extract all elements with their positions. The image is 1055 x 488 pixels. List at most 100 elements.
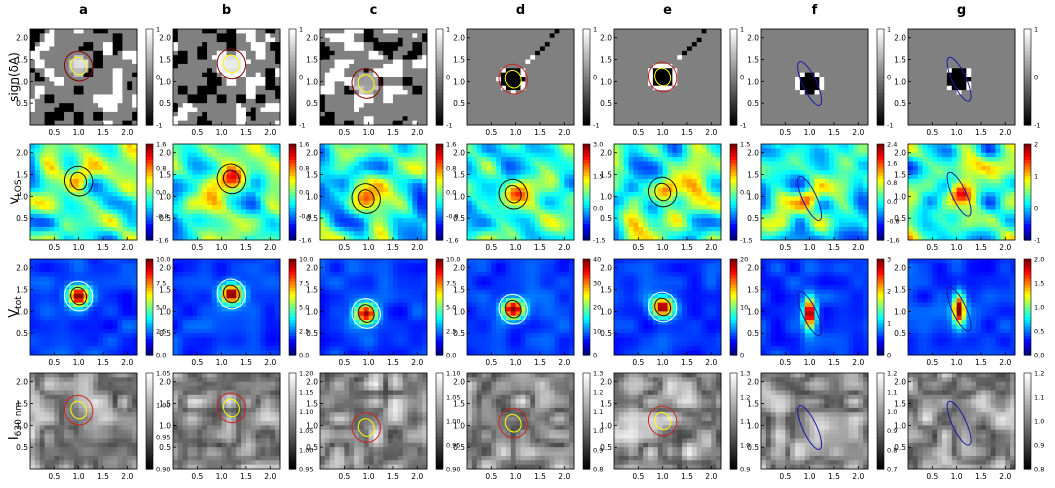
heatmap-cell	[467, 81, 472, 86]
heatmap-cell	[412, 60, 417, 65]
heatmap-cell	[564, 116, 569, 121]
heatmap-cell	[711, 60, 716, 65]
heatmap-cell	[320, 161, 325, 166]
heatmap-cell	[40, 108, 45, 113]
heatmap-cell	[108, 64, 113, 69]
heatmap-cell	[108, 60, 113, 65]
heatmap-cell	[981, 103, 986, 108]
heatmap-cell	[981, 60, 986, 65]
colorbar-label: 1	[156, 26, 160, 34]
heatmap-cell	[711, 81, 716, 86]
heatmap-cell	[30, 29, 35, 34]
heatmap-cell	[45, 99, 50, 104]
heatmap-cell	[54, 218, 59, 223]
heatmap-cell	[74, 42, 79, 47]
heatmap-cell	[815, 51, 820, 56]
heatmap-cell	[653, 51, 658, 56]
heatmap-cell	[256, 201, 261, 206]
heatmap-cell	[45, 227, 50, 232]
heatmap-cell	[516, 29, 521, 34]
heatmap-cell	[183, 227, 188, 232]
heatmap-cell	[849, 86, 854, 91]
heatmap-cell	[629, 29, 634, 34]
heatmap-cell	[687, 68, 692, 73]
heatmap-cell	[349, 112, 354, 117]
heatmap-cell	[966, 68, 971, 73]
heatmap-cell	[918, 42, 923, 47]
heatmap-cell	[69, 112, 74, 117]
heatmap-cell	[378, 51, 383, 56]
heatmap-cell	[197, 196, 202, 201]
heatmap-cell	[84, 201, 89, 206]
heatmap-cell	[472, 94, 477, 99]
heatmap-cell	[88, 227, 93, 232]
y-tick-label: 1.5	[159, 56, 171, 65]
heatmap-cell	[178, 116, 183, 121]
heatmap-cell	[173, 201, 178, 206]
heatmap-cell	[344, 188, 349, 193]
heatmap-cell	[122, 38, 127, 43]
heatmap-cell	[251, 170, 256, 175]
heatmap-cell	[188, 116, 193, 121]
heatmap-cell	[93, 60, 98, 65]
heatmap-cell	[335, 112, 340, 117]
heatmap-cell	[633, 68, 638, 73]
heatmap-cell	[320, 205, 325, 210]
heatmap-cell	[93, 73, 98, 78]
heatmap-cell	[555, 51, 560, 56]
heatmap-cell	[800, 90, 805, 95]
heatmap-cell	[417, 77, 422, 82]
heatmap-cell	[49, 161, 54, 166]
heatmap-cell	[270, 108, 275, 113]
heatmap-cell	[486, 103, 491, 108]
heatmap-cell	[706, 42, 711, 47]
heatmap-cell	[761, 94, 766, 99]
heatmap-cell	[59, 46, 64, 51]
heatmap-cell	[127, 94, 132, 99]
heatmap-cell	[408, 64, 413, 69]
heatmap-cell	[624, 73, 629, 78]
heatmap-cell	[643, 103, 648, 108]
heatmap-cell	[844, 64, 849, 69]
heatmap-cell	[923, 77, 928, 82]
heatmap-cell	[122, 205, 127, 210]
heatmap-cell	[197, 86, 202, 91]
heatmap-cell	[702, 103, 707, 108]
heatmap-cell	[1000, 42, 1005, 47]
heatmap-cell	[178, 86, 183, 91]
heatmap-cell	[246, 209, 251, 214]
heatmap-cell	[849, 60, 854, 65]
heatmap-cell	[795, 86, 800, 91]
heatmap-cell	[40, 55, 45, 60]
heatmap-cell	[49, 29, 54, 34]
heatmap-cell	[403, 51, 408, 56]
heatmap-cell	[996, 55, 1001, 60]
heatmap-cell	[49, 214, 54, 219]
heatmap-cell	[1005, 112, 1010, 117]
heatmap-cell	[952, 68, 957, 73]
heatmap-cell	[819, 116, 824, 121]
heatmap-cell	[344, 192, 349, 197]
heatmap-cell	[947, 90, 952, 95]
heatmap-cell	[270, 144, 275, 149]
heatmap-cell	[113, 60, 118, 65]
heatmap-cell	[364, 86, 369, 91]
heatmap-cell	[325, 86, 330, 91]
heatmap-cell	[398, 55, 403, 60]
heatmap-cell	[265, 218, 270, 223]
heatmap-cell	[339, 201, 344, 206]
heatmap-cell	[192, 77, 197, 82]
heatmap-cell	[374, 42, 379, 47]
heatmap-cell	[265, 166, 270, 171]
heatmap-cell	[687, 29, 692, 34]
heatmap-cell	[79, 86, 84, 91]
heatmap-cell	[261, 148, 266, 153]
heatmap-cell	[364, 77, 369, 82]
heatmap-cell	[35, 196, 40, 201]
heatmap-cell	[839, 116, 844, 121]
heatmap-cell	[183, 99, 188, 104]
heatmap-cell	[212, 179, 217, 184]
heatmap-cell	[325, 227, 330, 232]
heatmap-cell	[330, 68, 335, 73]
